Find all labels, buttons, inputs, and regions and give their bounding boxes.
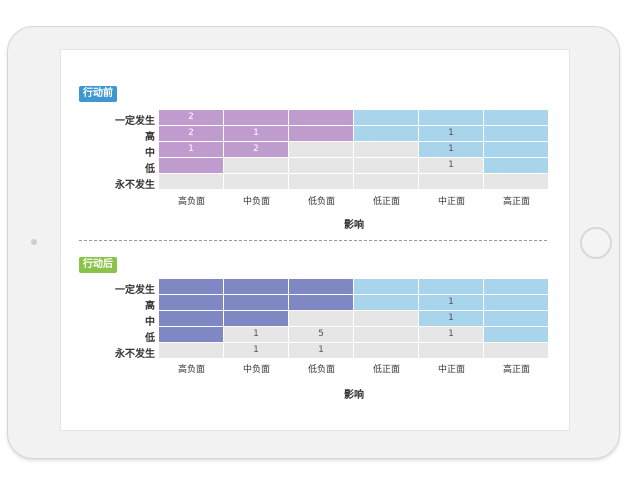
matrix-cell <box>289 311 354 327</box>
matrix-cell: 1 <box>419 126 484 142</box>
matrix-cell <box>484 174 549 190</box>
column-label: 中负面 <box>242 197 270 207</box>
matrix-cell: 1 <box>159 142 224 158</box>
column-label: 中正面 <box>437 197 465 207</box>
column-label: 低正面 <box>372 197 400 207</box>
x-axis-title: 影响 <box>344 220 364 231</box>
matrix-cell <box>289 295 354 311</box>
row-label: 永不发生 <box>115 349 155 360</box>
matrix-cell <box>484 279 549 295</box>
column-label: 高负面 <box>177 197 205 207</box>
matrix-cell <box>159 295 224 311</box>
matrix-cell <box>289 279 354 295</box>
matrix-cell <box>419 343 484 359</box>
matrix-cell <box>484 311 549 327</box>
matrix-cell <box>289 110 354 126</box>
column-label: 低负面 <box>307 365 335 375</box>
row-label: 低 <box>145 333 155 344</box>
column-label: 高正面 <box>502 365 530 375</box>
x-axis-title: 影响 <box>344 390 364 401</box>
matrix-cell <box>289 174 354 190</box>
matrix-cell <box>419 279 484 295</box>
camera-dot-icon <box>31 239 37 245</box>
matrix-cell: 2 <box>224 142 289 158</box>
column-label: 高负面 <box>177 365 205 375</box>
matrix-cell: 1 <box>419 295 484 311</box>
matrix-cell <box>484 158 549 174</box>
matrix-cell <box>484 343 549 359</box>
matrix-cell <box>354 327 419 343</box>
home-button[interactable] <box>580 227 612 259</box>
matrix-cell <box>159 311 224 327</box>
matrix-cell <box>159 327 224 343</box>
column-label: 中正面 <box>437 365 465 375</box>
matrix-cell <box>289 158 354 174</box>
matrix-cell <box>484 295 549 311</box>
matrix-cell <box>224 110 289 126</box>
row-label: 中 <box>145 148 155 159</box>
matrix-cell: 1 <box>289 343 354 359</box>
row-label: 一定发生 <box>115 285 155 296</box>
matrix-cell <box>354 295 419 311</box>
matrix-cell <box>289 126 354 142</box>
matrix-cell <box>159 279 224 295</box>
matrix-cell <box>484 142 549 158</box>
matrix-cell <box>354 343 419 359</box>
matrix-cell <box>354 110 419 126</box>
matrix-cell <box>354 126 419 142</box>
section-divider <box>79 240 547 241</box>
matrix-cell <box>419 174 484 190</box>
row-label: 中 <box>145 317 155 328</box>
after-action-badge: 行动后 <box>79 257 117 273</box>
matrix-cell <box>159 343 224 359</box>
matrix-cell: 1 <box>419 311 484 327</box>
matrix-cell <box>354 174 419 190</box>
matrix-cell <box>354 142 419 158</box>
matrix-cell: 1 <box>419 327 484 343</box>
before-action-badge: 行动前 <box>79 86 117 102</box>
matrix-cell: 5 <box>289 327 354 343</box>
column-label: 中负面 <box>242 365 270 375</box>
column-label: 高正面 <box>502 197 530 207</box>
matrix-cell <box>289 142 354 158</box>
row-label: 低 <box>145 164 155 175</box>
matrix-cell <box>159 174 224 190</box>
row-label: 永不发生 <box>115 180 155 191</box>
row-label: 高 <box>145 132 155 143</box>
matrix-cell: 1 <box>224 126 289 142</box>
matrix-cell: 1 <box>419 142 484 158</box>
matrix-cell <box>354 158 419 174</box>
matrix-cell <box>224 311 289 327</box>
matrix-cell <box>224 158 289 174</box>
matrix-cell <box>484 327 549 343</box>
matrix-cell: 2 <box>159 126 224 142</box>
row-label: 高 <box>145 301 155 312</box>
matrix-cell: 2 <box>159 110 224 126</box>
matrix-cell <box>419 110 484 126</box>
matrix-cell <box>159 158 224 174</box>
matrix-cell <box>224 174 289 190</box>
matrix-cell <box>224 279 289 295</box>
matrix-cell <box>484 126 549 142</box>
matrix-cell <box>354 279 419 295</box>
matrix-cell <box>354 311 419 327</box>
matrix-cell <box>224 295 289 311</box>
matrix-cell <box>484 110 549 126</box>
matrix-cell: 1 <box>224 327 289 343</box>
matrix-cell: 1 <box>419 158 484 174</box>
matrix-cell: 1 <box>224 343 289 359</box>
column-label: 低负面 <box>307 197 335 207</box>
column-label: 低正面 <box>372 365 400 375</box>
row-label: 一定发生 <box>115 116 155 127</box>
